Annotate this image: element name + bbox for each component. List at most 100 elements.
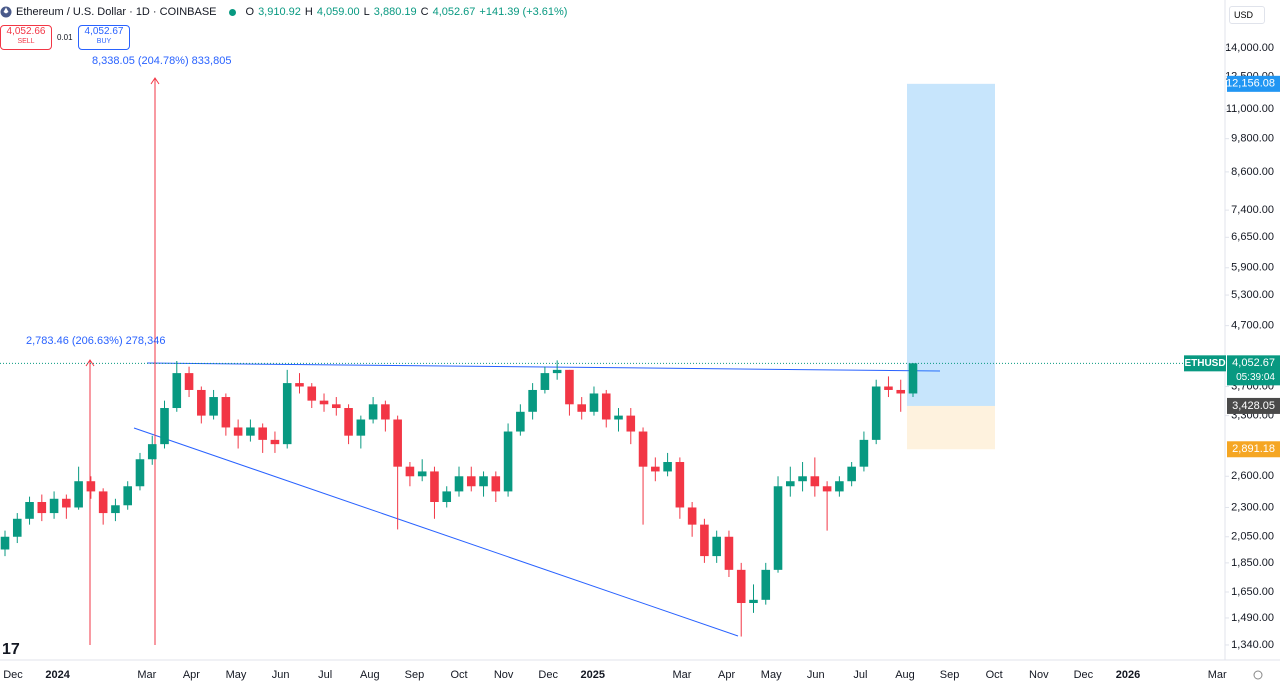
- price-label-bg: [1227, 441, 1280, 458]
- candle-body: [638, 431, 648, 467]
- x-tick-label: Jul: [853, 669, 867, 681]
- price-label: 4,052.67: [1232, 357, 1275, 369]
- y-tick-label: 1,340.00: [1231, 639, 1274, 651]
- buy-price: 4,052.67: [84, 26, 124, 37]
- x-tick-label: Jun: [272, 669, 290, 681]
- y-tick-label: 2,050.00: [1231, 531, 1274, 543]
- candle-body: [810, 476, 820, 487]
- candle-body: [197, 389, 206, 416]
- price-label: 2,891.18: [1232, 443, 1275, 455]
- candle-body: [12, 518, 22, 537]
- settings-icon[interactable]: [1253, 670, 1263, 680]
- price-label: 3,428.05: [1232, 400, 1275, 412]
- currency-button[interactable]: USD: [1229, 6, 1265, 24]
- candle-body: [479, 476, 488, 487]
- candle-body: [86, 481, 96, 492]
- candle-body: [62, 498, 71, 508]
- candle-body: [0, 536, 10, 550]
- measure-label: 8,338.05 (204.78%) 833,805: [92, 55, 231, 67]
- spread: 0.01: [57, 33, 73, 42]
- candle-body: [896, 389, 906, 394]
- price-label-bg: [1227, 397, 1280, 414]
- candle-body: [503, 431, 513, 492]
- candle-body: [381, 404, 390, 420]
- candle-body: [295, 383, 304, 387]
- candle-body: [172, 373, 182, 409]
- countdown: 05:39:04: [1236, 372, 1275, 383]
- candle-body: [233, 427, 243, 436]
- candle-body: [871, 386, 881, 440]
- candle-body: [736, 569, 746, 604]
- candle-body: [601, 393, 611, 420]
- y-tick-label: 6,650.00: [1231, 231, 1274, 243]
- x-tick-label: Mar: [1208, 669, 1227, 681]
- x-tick-label: 2025: [581, 669, 605, 681]
- candle-body: [749, 599, 758, 604]
- candle-body: [25, 502, 34, 519]
- symbol-title: Ethereum / U.S. Dollar · 1D · COINBASE: [16, 6, 217, 18]
- candle-body: [822, 486, 832, 492]
- candle-body: [761, 569, 771, 600]
- ohlc-c-key: C: [420, 6, 429, 18]
- buy-label: BUY: [96, 38, 112, 45]
- y-tick-label: 5,300.00: [1231, 289, 1274, 301]
- candle-body: [368, 404, 378, 420]
- x-tick-label: Apr: [718, 669, 735, 681]
- candle-body: [589, 393, 599, 412]
- ohlc-o: 3,910.92: [258, 6, 301, 18]
- ohlc-h: 4,059.00: [316, 6, 360, 18]
- y-tick-label: 5,900.00: [1231, 262, 1274, 274]
- symbol-tag: ETHUSD: [1184, 358, 1225, 369]
- ohlc-c: 4,052.67: [432, 6, 476, 18]
- position-stop-zone: [907, 405, 995, 450]
- candle-body: [712, 536, 721, 557]
- x-tick-label: 2024: [45, 669, 70, 681]
- candle-body: [491, 476, 501, 492]
- candle-body: [332, 404, 341, 409]
- y-tick-label: 1,650.00: [1231, 586, 1274, 598]
- candle-body: [884, 386, 893, 390]
- x-tick-label: Sep: [405, 669, 425, 681]
- measure-label: 2,783.46 (206.63%) 278,346: [26, 335, 165, 347]
- measure-arrowhead: [85, 359, 95, 367]
- symbol-tag-bg: [1184, 355, 1226, 372]
- buy-button[interactable]: 4,052.67 BUY: [78, 25, 130, 50]
- candle-body: [687, 507, 697, 525]
- candle-body: [307, 386, 317, 401]
- x-tick-label: May: [226, 669, 247, 681]
- candle-body: [160, 408, 169, 445]
- candle-body: [466, 476, 476, 487]
- measure-arrowhead: [150, 77, 160, 85]
- candle-body: [393, 419, 402, 467]
- x-tick-label: Nov: [494, 669, 514, 681]
- y-tick-label: 9,800.00: [1231, 133, 1274, 145]
- candle-body: [773, 486, 783, 570]
- x-tick-label: Dec: [3, 669, 23, 681]
- position-target-zone: [907, 83, 995, 406]
- x-tick-label: Dec: [538, 669, 558, 681]
- candle-body: [74, 481, 83, 508]
- candle-body: [430, 471, 439, 503]
- y-tick-label: 2,600.00: [1231, 470, 1274, 482]
- candle-body: [859, 439, 869, 467]
- candle-body: [724, 536, 734, 570]
- candle-body: [98, 491, 108, 514]
- candle-body: [221, 397, 231, 428]
- candle-body: [847, 466, 856, 482]
- candle-body: [111, 505, 120, 514]
- candle-body: [209, 397, 218, 416]
- x-tick-label: Oct: [986, 669, 1003, 681]
- candle-body: [49, 498, 59, 514]
- sell-button[interactable]: 4,052.66 SELL: [0, 25, 52, 50]
- y-tick-label: 4,700.00: [1231, 320, 1274, 332]
- price-label-bg: [1227, 75, 1280, 92]
- y-tick-label: 11,000.00: [1226, 103, 1274, 115]
- candle-body: [37, 502, 47, 514]
- candle-body: [135, 459, 145, 487]
- candle-body: [319, 400, 329, 405]
- candle-body: [258, 427, 267, 440]
- x-tick-label: Mar: [673, 669, 692, 681]
- ohlc-l: 3,880.19: [373, 6, 417, 18]
